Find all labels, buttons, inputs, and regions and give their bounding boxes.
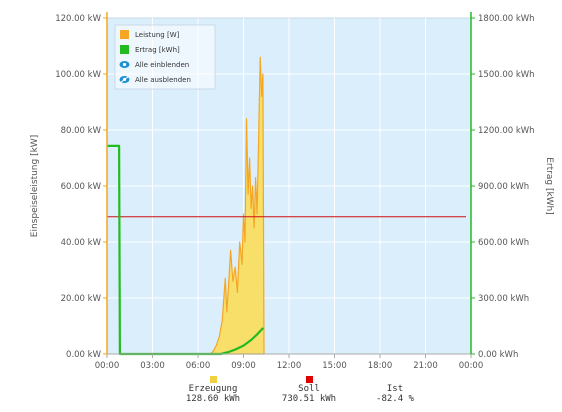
eye-icon — [119, 61, 130, 68]
y-right-tick-label: 600.00 kWh — [478, 238, 529, 248]
y-right-tick-label: 1800.00 kWh — [478, 14, 535, 24]
soll-label: Soll — [298, 384, 320, 394]
y-axis-left-title: Einspeiseleistung [kW] — [30, 135, 40, 237]
legend-swatch — [120, 30, 129, 39]
y-left-tick-label: 20.00 kW — [61, 294, 102, 304]
summary-erzeugung: Erzeugung 128.60 kWh — [153, 376, 273, 404]
axes — [103, 12, 475, 358]
legend-label: Alle ausblenden — [135, 76, 191, 84]
y-axis-right-title: Ertrag [kWh] — [544, 157, 554, 215]
y-left-tick-label: 60.00 kW — [61, 182, 102, 192]
y-left-tick-label: 80.00 kW — [61, 126, 102, 136]
y-right-tick-label: 900.00 kWh — [478, 182, 529, 192]
y-right-tick-label: 1500.00 kWh — [478, 70, 535, 80]
legend-label: Ertrag [kWh] — [135, 46, 180, 54]
x-tick-label: 21:00 — [413, 361, 438, 371]
series-leistung-area — [209, 56, 265, 355]
ist-value: -82.4 % — [376, 394, 414, 404]
x-tick-label: 00:00 — [459, 361, 484, 371]
eye-pupil — [122, 62, 127, 67]
y-left-tick-label: 100.00 kW — [55, 70, 101, 80]
x-tick-label: 03:00 — [140, 361, 165, 371]
x-tick-label: 12:00 — [277, 361, 302, 371]
ist-label: Ist — [386, 384, 404, 394]
x-tick-label: 15:00 — [322, 361, 347, 371]
y-right-tick-label: 300.00 kWh — [478, 294, 529, 304]
tick-labels: 00:00 03:00 06:00 09:00 12:00 15:00 18:00 21:00… — [55, 14, 534, 371]
x-tick-label: 09:00 — [231, 361, 256, 371]
y-left-tick-label: 0.00 kW — [66, 350, 102, 360]
y-left-tick-label: 40.00 kW — [61, 238, 102, 248]
soll-value: 730.51 kWh — [281, 394, 337, 404]
summary-soll: Soll 730.51 kWh — [249, 376, 369, 404]
x-tick-label: 00:00 — [95, 361, 120, 371]
x-tick-label: 06:00 — [186, 361, 211, 371]
legend-swatch — [120, 45, 129, 54]
y-right-tick-label: 0.00 kWh — [478, 350, 518, 360]
erzeugung-swatch — [209, 376, 217, 383]
legend: Leistung [W] Ertrag [kWh] Alle einblenden A… — [114, 24, 216, 90]
series-layer — [107, 56, 466, 356]
eye-slash-icon — [119, 75, 130, 84]
legend-label: Alle einblenden — [135, 61, 189, 69]
legend-box — [114, 24, 216, 90]
summary-ist: Ist -82.4 % — [335, 376, 455, 404]
x-tick-label: 18:00 — [368, 361, 393, 371]
series-ertrag-line — [107, 144, 265, 356]
soll-swatch — [305, 376, 313, 383]
erzeugung-label: Erzeugung — [188, 384, 238, 394]
eye-slash — [119, 75, 130, 84]
ist-swatch — [392, 376, 399, 383]
y-right-tick-label: 1200.00 kWh — [478, 126, 535, 136]
legend-label: Leistung [W] — [135, 31, 180, 39]
y-left-tick-label: 120.00 kW — [55, 14, 101, 24]
erzeugung-value: 128.60 kWh — [185, 394, 241, 404]
